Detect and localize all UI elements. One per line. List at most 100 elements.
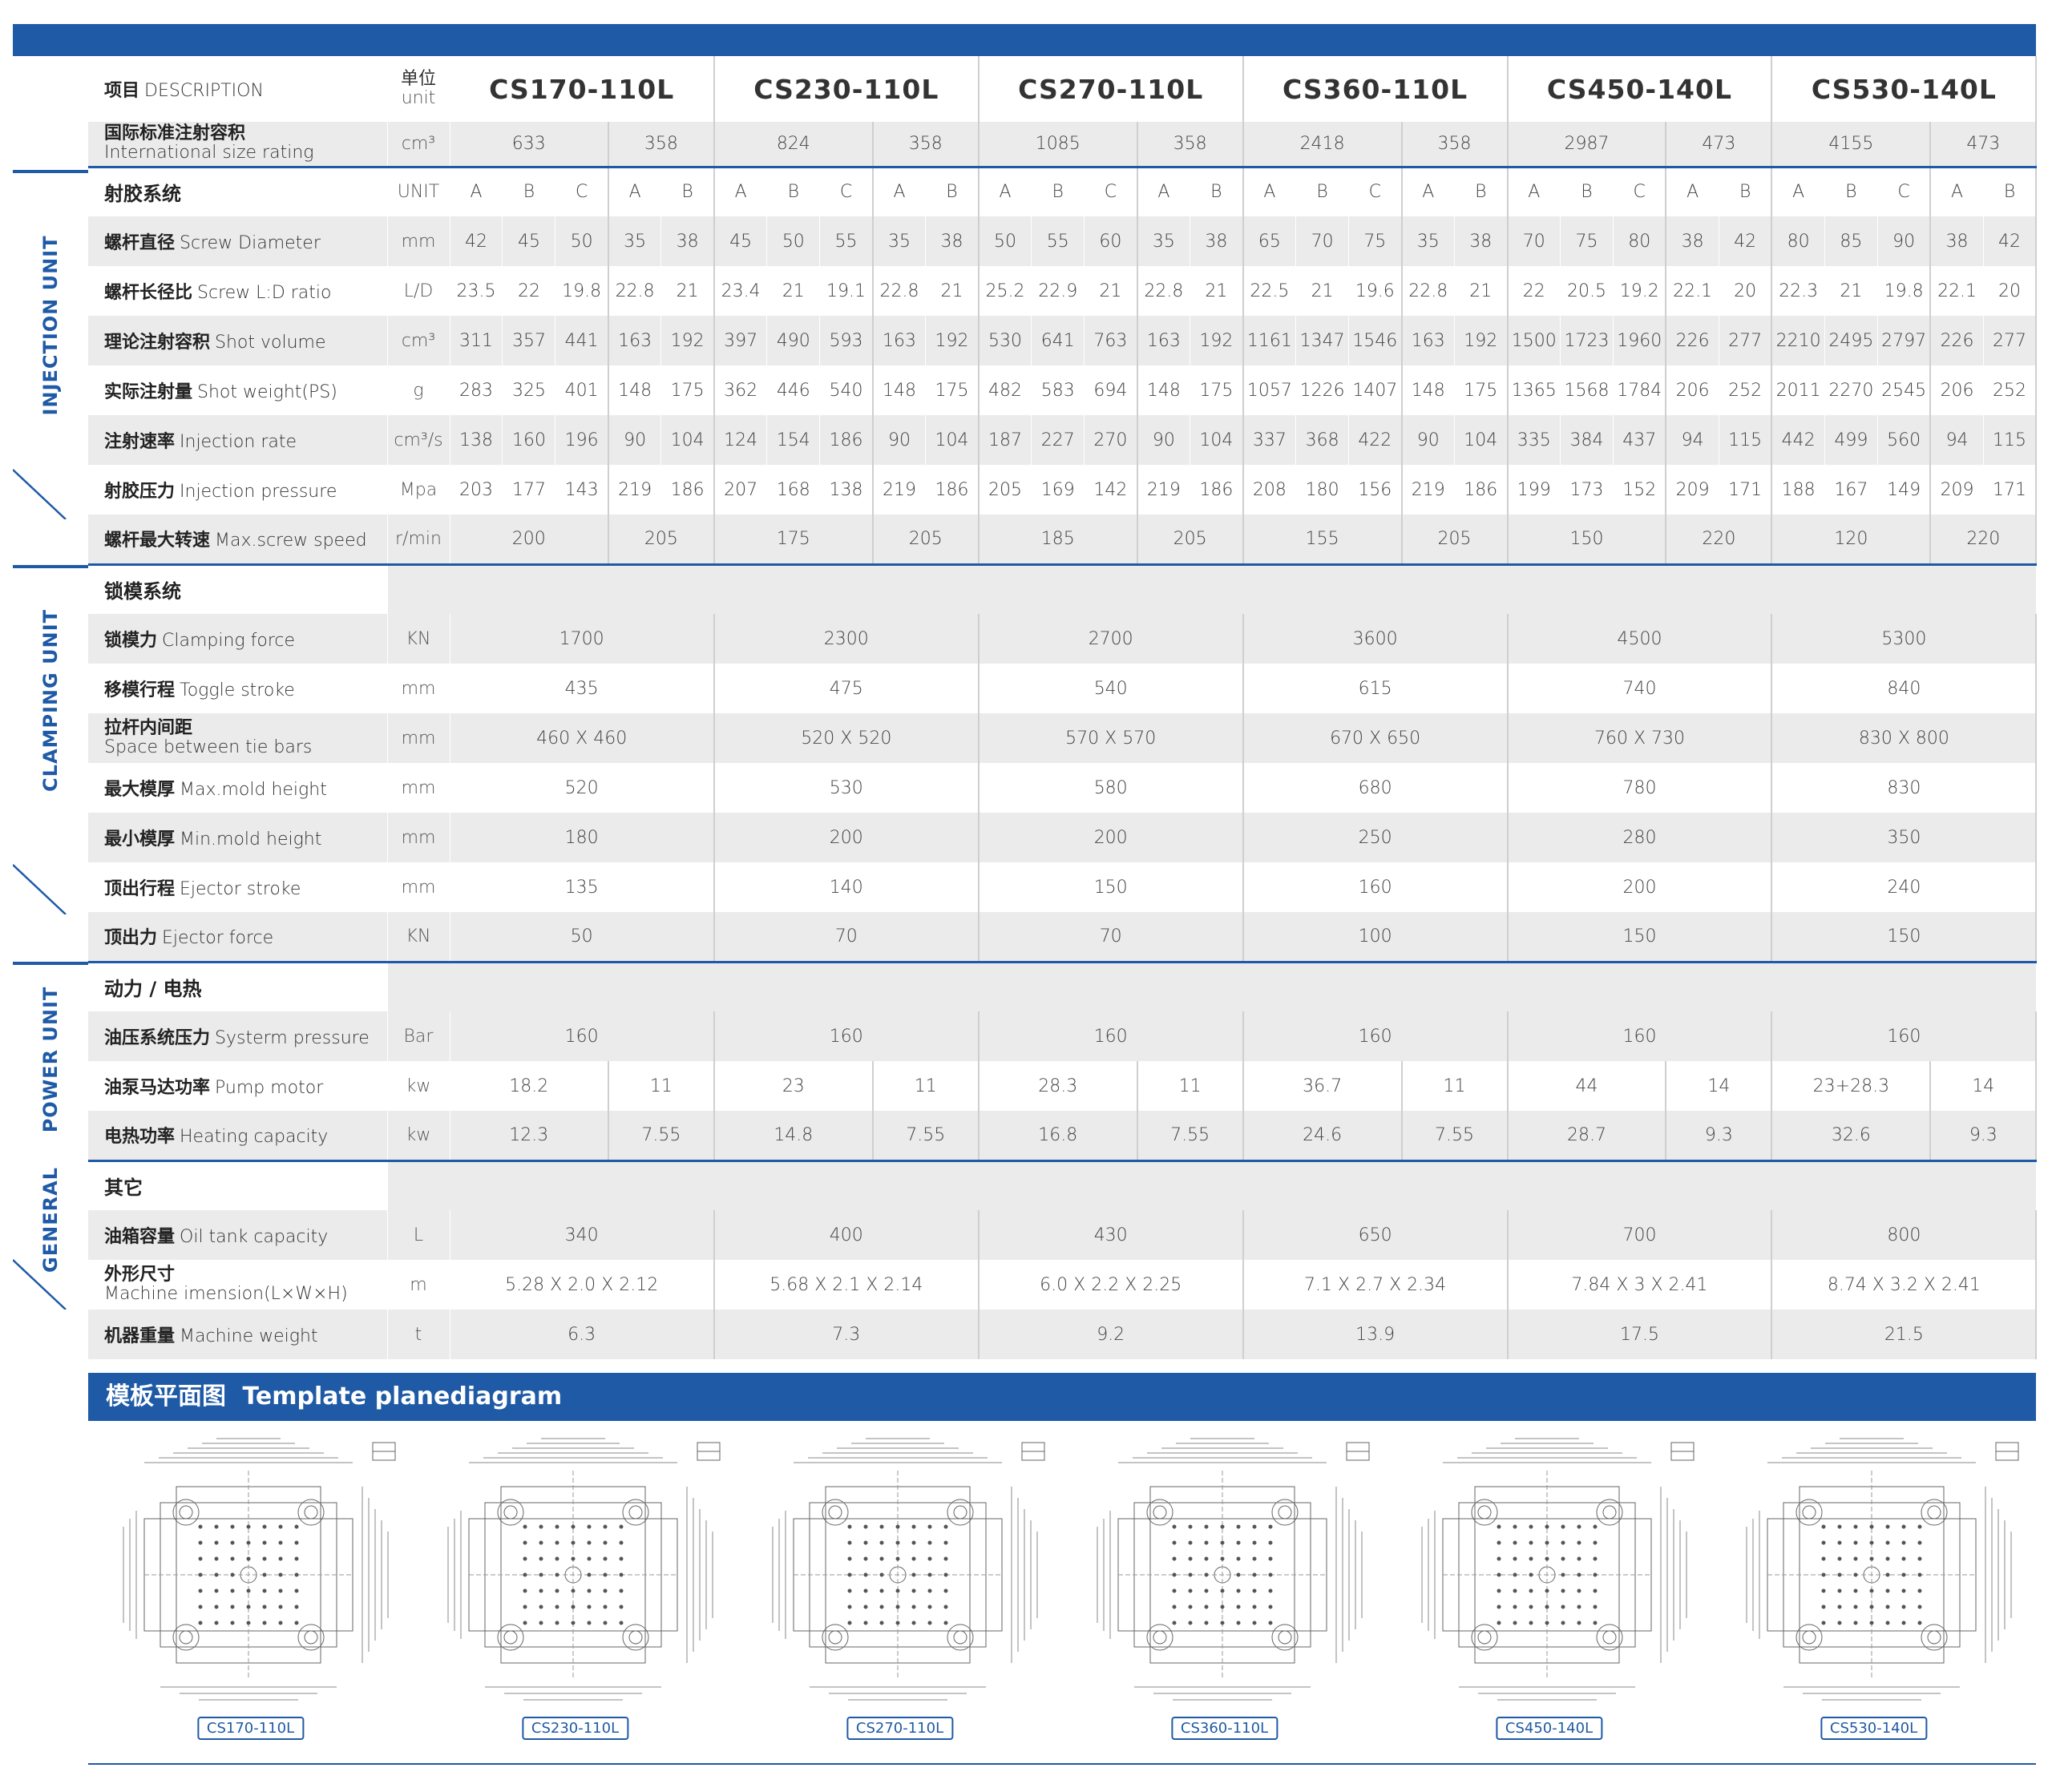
injection-value: 173 <box>1560 465 1614 515</box>
clamping-value: 200 <box>1507 862 1773 912</box>
unit-cell: L <box>387 1210 450 1260</box>
table-row: 电热功率 Heating capacity kw 12.3 7.55 14.8 7.55 16… <box>88 1111 2038 1160</box>
injection-value: 1057 <box>1242 365 1297 415</box>
clamping-value: 540 <box>978 664 1244 713</box>
injection-value: 583 <box>1031 365 1085 415</box>
clamping-value: 615 <box>1242 664 1509 713</box>
clamping-value: 150 <box>1507 912 1773 962</box>
injection-value: 45 <box>502 216 556 266</box>
table-row: 锁模系统 <box>88 563 2037 614</box>
screw-letter: A <box>1666 165 1719 216</box>
injection-value: 186 <box>819 415 874 465</box>
injection-row-label-cn: 注射速率 <box>104 432 176 452</box>
heat-value: 9.3 <box>1930 1111 2038 1160</box>
injection-value: 226 <box>1930 316 1984 365</box>
injection-value: 21 <box>1084 266 1138 316</box>
injection-row-label: 射胶压力 Injection pressure <box>88 465 388 515</box>
intl-value: 358 <box>1137 122 1244 167</box>
unit-cell: Bar <box>387 1011 450 1061</box>
injection-value: 90 <box>1401 415 1456 465</box>
injection-value: 277 <box>1983 316 2038 365</box>
injection-value: 22 <box>1507 266 1561 316</box>
injection-value: 50 <box>766 216 821 266</box>
clamping-value: 520 X 520 <box>713 713 980 763</box>
side-power: POWER UNIT GENERAL <box>13 962 88 1310</box>
pump-value: 36.7 <box>1242 1061 1403 1111</box>
screw-letter: B <box>766 165 821 216</box>
pressure-value: 160 <box>1507 1011 1773 1061</box>
unit-cell: t <box>387 1310 450 1359</box>
injection-value: 175 <box>1190 365 1244 415</box>
general-row-label: 机器重量 Machine weight <box>88 1310 388 1359</box>
screw-letter: A <box>450 165 503 216</box>
clamping-row-label: 锁模力 Clamping force <box>88 614 388 664</box>
injection-row-label-cn: 射胶压力 <box>104 482 176 502</box>
injection-value: 167 <box>1824 465 1878 515</box>
intl-rating-label: 国际标准注射容积 International size rating <box>88 122 388 167</box>
screw-letter: B <box>1454 165 1509 216</box>
clamping-value: 250 <box>1242 813 1509 862</box>
intl-value: 473 <box>1666 122 1773 167</box>
heat-value: 32.6 <box>1771 1111 1932 1160</box>
screw-letter: B <box>1824 165 1878 216</box>
screw-letter: A <box>1507 165 1561 216</box>
unit-cell: KN <box>387 912 450 962</box>
screw-letter: C <box>1877 165 1932 216</box>
speed-value: 205 <box>608 515 715 564</box>
injection-value: 38 <box>1666 216 1719 266</box>
injection-value: 192 <box>1190 316 1244 365</box>
speed-label: 螺杆最大转速 Max.screw speed <box>88 515 388 564</box>
clamping-value: 2700 <box>978 614 1244 664</box>
model-header: CS450-140L <box>1507 56 1773 122</box>
injection-value: 23.4 <box>713 266 768 316</box>
heat-value: 9.3 <box>1666 1111 1773 1160</box>
heat-value: 7.55 <box>608 1111 715 1160</box>
diagram-model-tag: CS170-110L <box>196 1717 305 1740</box>
injection-value: 148 <box>872 365 927 415</box>
screw-letter: B <box>1983 165 2038 216</box>
injection-value: 446 <box>766 365 821 415</box>
injection-value: 2270 <box>1824 365 1878 415</box>
injection-value: 38 <box>660 216 715 266</box>
injection-value: 42 <box>1983 216 2038 266</box>
injection-value: 22.8 <box>872 266 927 316</box>
injection-value: 80 <box>1771 216 1825 266</box>
unit-cell: g <box>387 365 450 415</box>
pressure-value: 160 <box>1242 1011 1509 1061</box>
clamping-value: 140 <box>713 862 980 912</box>
general-value: 700 <box>1507 1210 1773 1260</box>
side-label-power: POWER UNIT <box>39 986 62 1133</box>
injection-value: 149 <box>1877 465 1932 515</box>
injection-row-label-en: Injection rate <box>180 432 297 452</box>
clamping-value: 100 <box>1242 912 1509 962</box>
injection-value: 70 <box>1295 216 1350 266</box>
intl-value: 4155 <box>1771 122 1932 167</box>
injection-row-label: 螺杆长径比 Screw L:D ratio <box>88 266 388 316</box>
speed-value: 220 <box>1666 515 1773 564</box>
injection-value: 168 <box>766 465 821 515</box>
pressure-value: 160 <box>978 1011 1244 1061</box>
table-row: 移模行程 Toggle stroke mm 435 475 540 615 740 840 <box>88 664 2038 713</box>
injection-value: 209 <box>1930 465 1984 515</box>
injection-row-label: 理论注射容积 Shot volume <box>88 316 388 365</box>
general-value: 5.28 X 2.0 X 2.12 <box>450 1260 715 1310</box>
injection-row-label-en: Screw L:D ratio <box>197 283 332 303</box>
injection-row-label-en: Shot volume <box>215 333 326 353</box>
injection-value: 1546 <box>1348 316 1403 365</box>
injection-value: 42 <box>1719 216 1773 266</box>
screw-letter: A <box>872 165 927 216</box>
unit-cell: cm³ <box>387 316 450 365</box>
screw-letter: A <box>1771 165 1825 216</box>
general-value: 430 <box>978 1210 1244 1260</box>
screw-letter: C <box>555 165 609 216</box>
injection-value: 35 <box>872 216 927 266</box>
general-row-label: 外形尺寸 Machine imension(L×W×H) <box>88 1260 388 1310</box>
injection-value: 22.8 <box>1401 266 1456 316</box>
injection-value: 641 <box>1031 316 1085 365</box>
screw-letter: B <box>925 165 980 216</box>
speed-label-cn: 螺杆最大转速 <box>104 531 211 551</box>
injection-value: 143 <box>555 465 609 515</box>
speed-label-en: Max.screw speed <box>215 531 367 551</box>
injection-value: 560 <box>1877 415 1932 465</box>
injection-value: 22.9 <box>1031 266 1085 316</box>
